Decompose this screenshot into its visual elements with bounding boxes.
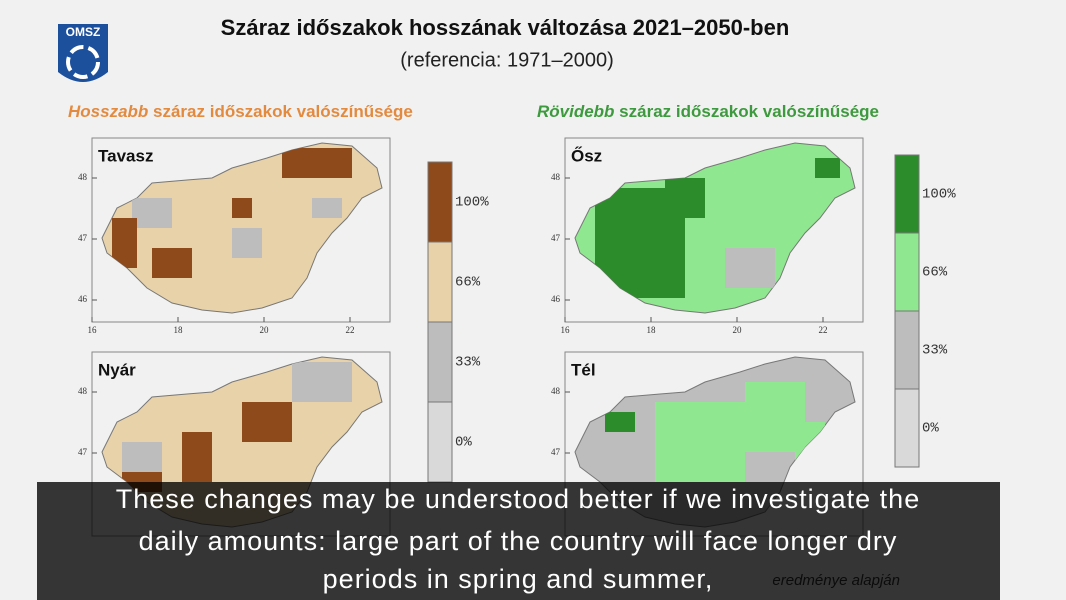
cell-patch xyxy=(725,248,775,288)
legend-label: 100% xyxy=(455,195,489,211)
cell-patch xyxy=(655,402,745,482)
y-tick-label: 47 xyxy=(551,233,561,243)
y-tick-label: 48 xyxy=(78,386,88,396)
legend-label: 0% xyxy=(922,421,939,437)
legend-label: 33% xyxy=(455,355,481,371)
legend-swatch xyxy=(894,388,920,468)
x-tick-label: 22 xyxy=(819,325,828,335)
legend-swatch xyxy=(894,154,920,234)
map-cells xyxy=(112,148,352,278)
x-tick-label: 16 xyxy=(88,325,98,335)
cell-patch xyxy=(182,432,212,482)
legend-label: 0% xyxy=(455,435,472,451)
heading-rest: száraz időszakok valószínűsége xyxy=(614,102,879,121)
legend-swatch xyxy=(427,401,453,483)
y-tick-label: 48 xyxy=(78,172,88,182)
legend-label: 100% xyxy=(922,187,956,203)
map: Tavasz 46 47 48 16 18 20 22 xyxy=(78,137,391,335)
legend-swatch xyxy=(427,241,453,323)
caption-line: periods in spring and summer, xyxy=(323,564,714,594)
map-frame xyxy=(91,137,391,323)
legend-label: 33% xyxy=(922,343,948,359)
cell-patch xyxy=(292,362,352,402)
cell-patch xyxy=(282,148,352,178)
cell-patch xyxy=(132,198,172,228)
cell-patch xyxy=(232,198,252,218)
y-tick-label: 48 xyxy=(551,386,561,396)
panel-heading: Rövidebb száraz időszakok valószínűsége xyxy=(537,102,879,121)
x-tick-label: 20 xyxy=(733,325,743,335)
logo-text: OMSZ xyxy=(66,25,101,39)
y-tick-label: 48 xyxy=(551,172,561,182)
legend-swatch xyxy=(427,321,453,403)
cell-patch xyxy=(112,218,137,268)
map-frame xyxy=(564,137,864,323)
legend-swatch xyxy=(894,232,920,312)
logo: OMSZ xyxy=(58,24,108,82)
cell-patch xyxy=(232,228,262,258)
caption-line: These changes may be understood better i… xyxy=(116,484,920,514)
logo-swirl xyxy=(66,45,100,79)
cell-patch xyxy=(152,248,192,278)
cell-patch xyxy=(312,198,342,218)
season-label: Tél xyxy=(571,360,596,379)
legend: 100% 66% 33% 0% xyxy=(427,161,489,483)
legend-label: 66% xyxy=(455,275,481,291)
x-tick-label: 18 xyxy=(174,325,184,335)
map-cells xyxy=(605,382,825,482)
season-label: Nyár xyxy=(98,360,136,379)
cell-patch xyxy=(815,158,840,178)
heading-emph: Hosszabb xyxy=(68,102,148,121)
season-label: Ősz xyxy=(571,146,602,165)
x-tick-label: 20 xyxy=(260,325,270,335)
caption-box xyxy=(37,482,1000,600)
panel-heading: Hosszabb száraz időszakok valószínűsége xyxy=(68,102,413,121)
y-tick-label: 47 xyxy=(78,447,88,457)
legend: 100% 66% 33% 0% xyxy=(894,154,956,468)
x-tick-label: 16 xyxy=(561,325,571,335)
subtitle: (referencia: 1971–2000) xyxy=(400,49,613,71)
heading-emph: Rövidebb xyxy=(537,102,614,121)
y-tick-label: 47 xyxy=(551,447,561,457)
cell-patch xyxy=(665,178,705,218)
x-tick-label: 18 xyxy=(647,325,657,335)
legend-swatch xyxy=(427,161,453,243)
x-tick-label: 22 xyxy=(346,325,355,335)
title: Száraz időszakok hosszának változása 202… xyxy=(221,15,790,40)
season-label: Tavasz xyxy=(98,146,153,165)
y-tick-label: 46 xyxy=(78,294,88,304)
y-tick-label: 47 xyxy=(78,233,88,243)
caption-line: daily amounts: large part of the country… xyxy=(139,526,898,556)
legend-swatch xyxy=(894,310,920,390)
cell-patch xyxy=(242,402,292,442)
maps: Tavasz 46 47 48 16 18 20 22 Nyár 47 48 100% 66% 33% 0%… xyxy=(78,137,956,537)
legend-label: 66% xyxy=(922,265,948,281)
cell-patch xyxy=(605,412,635,432)
y-tick-label: 46 xyxy=(551,294,561,304)
heading-rest: száraz időszakok valószínűsége xyxy=(148,102,413,121)
